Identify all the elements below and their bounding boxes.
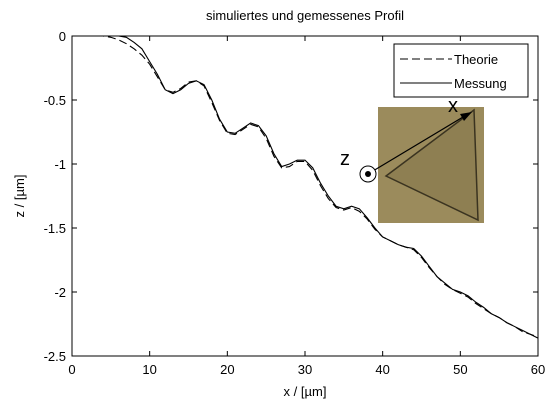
inset-photo: x z bbox=[340, 95, 484, 223]
y-tick-label: -1 bbox=[54, 157, 66, 172]
inset-dot bbox=[365, 171, 371, 177]
y-tick-label: -0.5 bbox=[44, 93, 66, 108]
legend-box bbox=[393, 43, 529, 98]
plot-area: 0 10 20 30 40 50 60 0 -0.5 -1 -1.5 -2 -2.5 Theorie Mes… bbox=[44, 29, 546, 377]
x-tick-label: 0 bbox=[68, 362, 75, 377]
x-tick-label: 40 bbox=[375, 362, 389, 377]
y-tick-label: -2.5 bbox=[44, 349, 66, 364]
inset-triangle bbox=[384, 108, 479, 222]
y-tick-label: -1.5 bbox=[44, 221, 66, 236]
x-tick-label: 10 bbox=[142, 362, 156, 377]
x-tick-label: 20 bbox=[220, 362, 234, 377]
y-tick-label: -2 bbox=[54, 285, 66, 300]
axes-box bbox=[71, 35, 539, 357]
chart-title: simuliertes und gemessenes Profil bbox=[206, 8, 404, 23]
series-line bbox=[72, 35, 539, 339]
y-axis-label: z / [µm] bbox=[12, 175, 27, 218]
x-tick-label: 30 bbox=[298, 362, 312, 377]
series-line bbox=[72, 35, 539, 338]
legend-label: Messung bbox=[454, 76, 507, 91]
legend-label: Theorie bbox=[454, 52, 498, 67]
inset-z-label: z bbox=[340, 148, 350, 170]
x-tick-label: 50 bbox=[453, 362, 467, 377]
x-tick-label: 60 bbox=[531, 362, 545, 377]
inset-arrowhead bbox=[460, 112, 472, 121]
legend: Theorie Messung bbox=[393, 43, 529, 98]
inset-arrow bbox=[367, 113, 469, 175]
x-axis-label: x / [µm] bbox=[284, 384, 327, 399]
y-tick-label: 0 bbox=[59, 29, 66, 44]
inset-x-label: x bbox=[448, 95, 458, 117]
